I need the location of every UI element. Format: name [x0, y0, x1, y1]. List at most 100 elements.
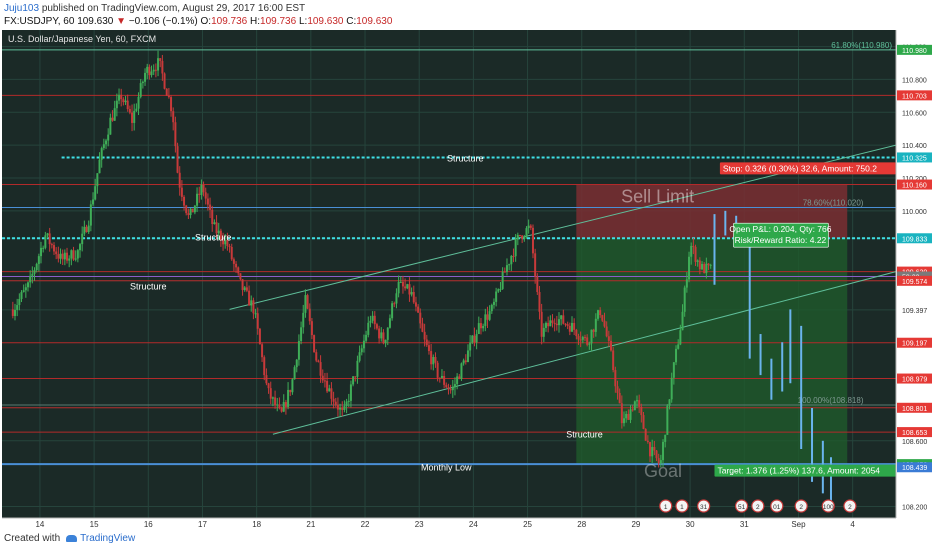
candle-body	[27, 282, 30, 288]
candle-body	[87, 225, 90, 233]
candle-body	[317, 360, 320, 363]
candle-body	[601, 315, 604, 321]
candle-body	[694, 246, 697, 262]
candle-body	[139, 83, 142, 97]
candle-body	[391, 303, 394, 319]
candle-body	[35, 263, 38, 271]
candle-body	[549, 320, 552, 327]
price-label-bg	[897, 90, 932, 101]
candle-body	[573, 322, 576, 330]
candle-body	[339, 407, 342, 410]
pnl-box-bg	[733, 222, 829, 248]
x-tick-label: 25	[523, 520, 532, 529]
candle-body	[456, 376, 459, 385]
candle-body	[518, 234, 521, 236]
candle-body	[16, 305, 19, 310]
candle-body	[189, 208, 192, 216]
x-tick-label: 31	[740, 520, 749, 529]
candle-body	[204, 192, 207, 199]
candle-body	[388, 318, 391, 328]
tradingview-brand[interactable]: TradingView	[66, 533, 135, 544]
candle-body	[274, 397, 277, 406]
candle-body	[157, 58, 160, 71]
candle-body	[96, 173, 99, 187]
publish-line: Juju103 published on TradingView.com, Au…	[4, 3, 305, 14]
last-price: 109.630	[77, 16, 114, 27]
candle-body	[614, 370, 617, 387]
candle-body	[451, 387, 454, 391]
candle-body	[625, 413, 628, 419]
candle-body	[477, 323, 480, 335]
candle-body	[193, 205, 196, 213]
candle-body	[74, 258, 77, 260]
candle-body	[148, 66, 151, 76]
event-icon[interactable]	[659, 499, 673, 513]
candle-body	[150, 71, 153, 76]
candle-body	[20, 292, 23, 299]
stop-box: Stop: 0.326 (0.30%) 32.6, Amount: 750.2	[723, 163, 877, 173]
time-axis	[0, 518, 932, 530]
candle-body	[315, 352, 318, 361]
candle-body	[228, 246, 231, 248]
event-icon-text: 2	[799, 504, 803, 511]
price-label-bg	[897, 373, 932, 384]
candle-body	[505, 265, 508, 272]
event-icon[interactable]	[697, 499, 711, 513]
candle-body	[239, 273, 242, 280]
price-label: 110.980	[902, 48, 927, 55]
candle-body	[703, 264, 706, 274]
price-chart[interactable]: U.S. Dollar/Japanese Yen, 60, FXCM 61.80%…	[0, 30, 932, 530]
candle-body	[629, 409, 632, 420]
event-icon[interactable]	[794, 499, 808, 513]
candle-body	[408, 284, 411, 295]
published-text: published on TradingView.com, August 29,…	[41, 3, 306, 14]
candle-body	[172, 111, 175, 123]
event-icon[interactable]	[843, 499, 857, 513]
candle-body	[53, 245, 56, 252]
y-tick-label: 110.000	[902, 209, 927, 216]
candle-body	[705, 263, 708, 274]
candle-body	[365, 334, 368, 341]
candle-body	[412, 291, 415, 303]
candle-body	[328, 388, 331, 392]
candle-body	[124, 100, 127, 103]
candle-body	[42, 247, 45, 249]
event-icon[interactable]	[734, 499, 749, 513]
event-icon[interactable]	[675, 499, 689, 513]
candle-body	[685, 279, 688, 288]
candle-body	[232, 259, 235, 264]
candle-body	[417, 306, 420, 313]
annotation-structure-3: Structure	[447, 154, 484, 164]
goal-label: Goal	[644, 461, 682, 481]
candle-body	[92, 199, 95, 205]
candle-body	[330, 388, 333, 399]
event-icon[interactable]	[821, 499, 835, 513]
candle-body	[107, 134, 110, 141]
annotation-structure-4: Structure	[566, 430, 603, 440]
candle-body	[222, 240, 225, 245]
candle-body	[44, 235, 47, 248]
event-icon-text: 1	[680, 504, 684, 511]
candle-body	[70, 250, 73, 259]
candle-body	[263, 357, 266, 376]
candle-body	[659, 460, 662, 464]
candle-body	[170, 97, 173, 112]
candle-body	[547, 322, 550, 327]
candle-body	[313, 335, 316, 353]
event-icon[interactable]	[751, 499, 765, 513]
x-tick-label: 17	[198, 520, 207, 529]
price-label: 110.160	[902, 183, 927, 190]
candle-body	[254, 313, 257, 315]
candle-body	[133, 110, 136, 123]
candle-body	[235, 263, 238, 268]
price-label: 110.325	[902, 155, 927, 162]
author-link[interactable]: Juju103	[4, 3, 40, 14]
y-tick-label: 110.800	[902, 77, 927, 84]
event-icon-text: 31	[700, 504, 708, 511]
candle-body	[369, 320, 372, 323]
event-icon[interactable]	[770, 499, 784, 513]
candle-body	[681, 311, 684, 331]
candle-body	[675, 348, 678, 363]
price-label-bg	[897, 179, 932, 190]
candle-body	[276, 404, 279, 406]
